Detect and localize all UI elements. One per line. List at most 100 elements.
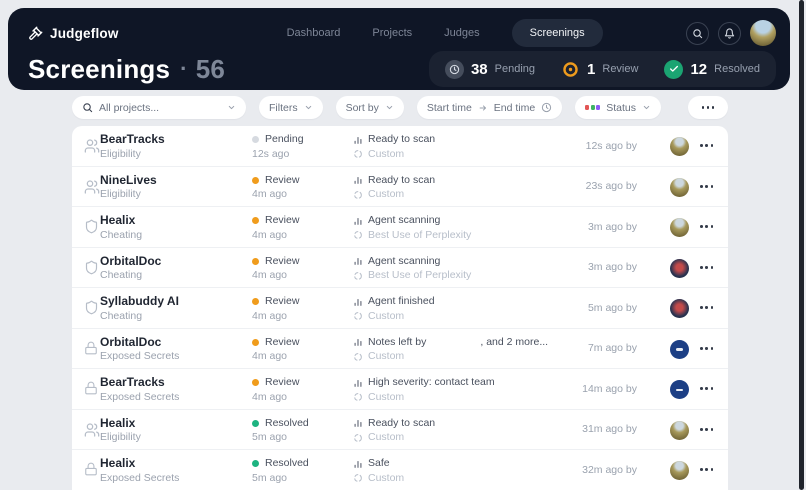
status-cell: Resolved 5m ago (252, 417, 309, 445)
table-row[interactable]: Healix Cheating Review 4m ago Agent scan… (72, 207, 728, 248)
table-row[interactable]: OrbitalDoc Exposed Secrets Review 4m ago… (72, 329, 728, 369)
stat-label: Resolved (714, 63, 760, 75)
row-menu-button[interactable] (700, 126, 714, 166)
project-name: OrbitalDoc (100, 253, 162, 268)
row-menu-button[interactable] (700, 207, 714, 247)
status-dot (252, 176, 259, 184)
table-row[interactable]: Healix Eligibility Resolved 5m ago Ready… (72, 410, 728, 450)
table-row[interactable]: Syllabuddy AI Cheating Review 4m ago Age… (72, 288, 728, 329)
row-menu-button[interactable] (700, 410, 714, 450)
more-actions-button[interactable] (688, 96, 728, 119)
status-dot (252, 338, 259, 346)
table-row[interactable]: OrbitalDoc Cheating Review 4m ago Agent … (72, 248, 728, 288)
row-menu-button[interactable] (700, 369, 714, 409)
chevron-down-icon (227, 103, 236, 112)
status-label: Review (265, 376, 300, 388)
status-dot (252, 136, 259, 144)
filters-button[interactable]: Filters (259, 96, 323, 119)
project-category: Cheating (100, 309, 143, 322)
row-menu-button[interactable] (700, 248, 714, 288)
track-circle-icon (353, 392, 363, 402)
actor-avatar[interactable] (670, 218, 689, 237)
scan-track: Custom (368, 147, 405, 160)
actor-avatar[interactable] (670, 461, 689, 480)
actor-avatar[interactable] (670, 420, 689, 440)
nav-item-screenings[interactable]: Screenings (511, 19, 603, 47)
project-cell: Healix Exposed Secrets (100, 456, 179, 485)
table-row[interactable]: Healix Exposed Secrets Resolved 5m ago S… (72, 450, 728, 490)
row-menu-button[interactable] (700, 329, 714, 369)
actor-avatar[interactable] (670, 380, 689, 399)
status-cell: Review 4m ago (252, 174, 299, 202)
project-name: Syllabuddy AI (100, 294, 179, 308)
status-dot (252, 257, 259, 265)
table-row[interactable]: NineLives Eligibility Review 4m ago Read… (72, 167, 728, 207)
scan-cell: Notes left by , and 2 more... Custom (353, 336, 548, 364)
row-menu-button[interactable] (700, 167, 714, 207)
bar-chart-icon (353, 378, 363, 388)
check-circle-icon (664, 59, 684, 79)
actor-avatar[interactable] (670, 258, 689, 278)
arrow-right-icon (478, 103, 488, 113)
actor-avatar[interactable] (670, 299, 689, 318)
status-time: 4m ago (252, 390, 288, 403)
row-menu-button[interactable] (700, 450, 714, 490)
users-icon (84, 179, 100, 195)
project-cell: NineLives Eligibility (100, 173, 157, 202)
scan-cell: Agent scanning Best Use of Perplexity (353, 214, 471, 242)
status-cell: Review 4m ago (252, 336, 299, 364)
status-colors-icon (585, 103, 601, 112)
status-cell: Review 4m ago (252, 255, 299, 283)
bar-chart-icon (353, 135, 363, 145)
row-menu-button[interactable] (700, 288, 714, 328)
nav-item-judges[interactable]: Judges (444, 27, 480, 39)
updated-by: 31m ago by (582, 423, 637, 436)
project-name: Healix (100, 456, 136, 470)
actor-avatar[interactable] (670, 339, 689, 359)
review-ring-icon (561, 60, 580, 79)
bar-chart-icon (353, 175, 363, 185)
user-avatar[interactable] (750, 20, 776, 46)
project-cell: BearTracks Eligibility (100, 132, 165, 161)
sort-by-label: Sort by (345, 101, 379, 114)
scan-track: Custom (368, 188, 405, 201)
status-time: 4m ago (252, 228, 288, 241)
page-title-text: Screenings (28, 53, 171, 84)
table-row[interactable]: BearTracks Eligibility Pending 12s ago R… (72, 126, 728, 167)
window-scrollbar[interactable] (799, 0, 804, 490)
end-time-label: End time (493, 101, 536, 114)
time-range-picker[interactable]: Start time End time (416, 96, 563, 119)
scan-status: High severity: contact team (368, 376, 495, 388)
shield-icon (84, 260, 99, 275)
notifications-button[interactable] (718, 21, 741, 45)
table-row[interactable]: BearTracks Exposed Secrets Review 4m ago… (72, 369, 728, 410)
scan-track: Best Use of Perplexity (368, 228, 472, 241)
status-time: 12s ago (252, 147, 290, 160)
nav-item-projects[interactable]: Projects (372, 27, 413, 39)
brand-logo[interactable]: Judgeflow (28, 26, 119, 41)
sort-by-button[interactable]: Sort by (335, 96, 404, 119)
status-summary-bar: 38 Pending 1 Review 12 Resolved (428, 51, 776, 87)
status-cell: Review 4m ago (252, 295, 299, 323)
status-time: 4m ago (252, 350, 288, 363)
scan-track: Best Use of Perplexity (368, 269, 472, 282)
track-circle-icon (353, 149, 363, 159)
nav-item-dashboard[interactable]: Dashboard (286, 27, 341, 39)
project-filter-select[interactable]: All projects... (72, 96, 246, 119)
scan-status: Ready to scan (368, 416, 436, 429)
track-circle-icon (353, 271, 363, 281)
lock-icon (84, 341, 98, 355)
scan-cell: Agent scanning Best Use of Perplexity (353, 255, 471, 283)
search-button[interactable] (686, 21, 709, 45)
main-nav: Dashboard Projects Judges Screenings (287, 19, 603, 47)
updated-by: 12s ago by (585, 139, 637, 152)
project-name: BearTracks (100, 132, 165, 146)
scan-track: Custom (368, 309, 405, 322)
screenings-table: BearTracks Eligibility Pending 12s ago R… (72, 126, 728, 490)
track-circle-icon (353, 433, 363, 443)
actor-avatar[interactable] (670, 137, 689, 156)
status-filter-select[interactable]: Status (575, 96, 662, 119)
actor-avatar[interactable] (670, 177, 689, 197)
track-circle-icon (353, 190, 363, 200)
lock-icon (84, 381, 98, 395)
